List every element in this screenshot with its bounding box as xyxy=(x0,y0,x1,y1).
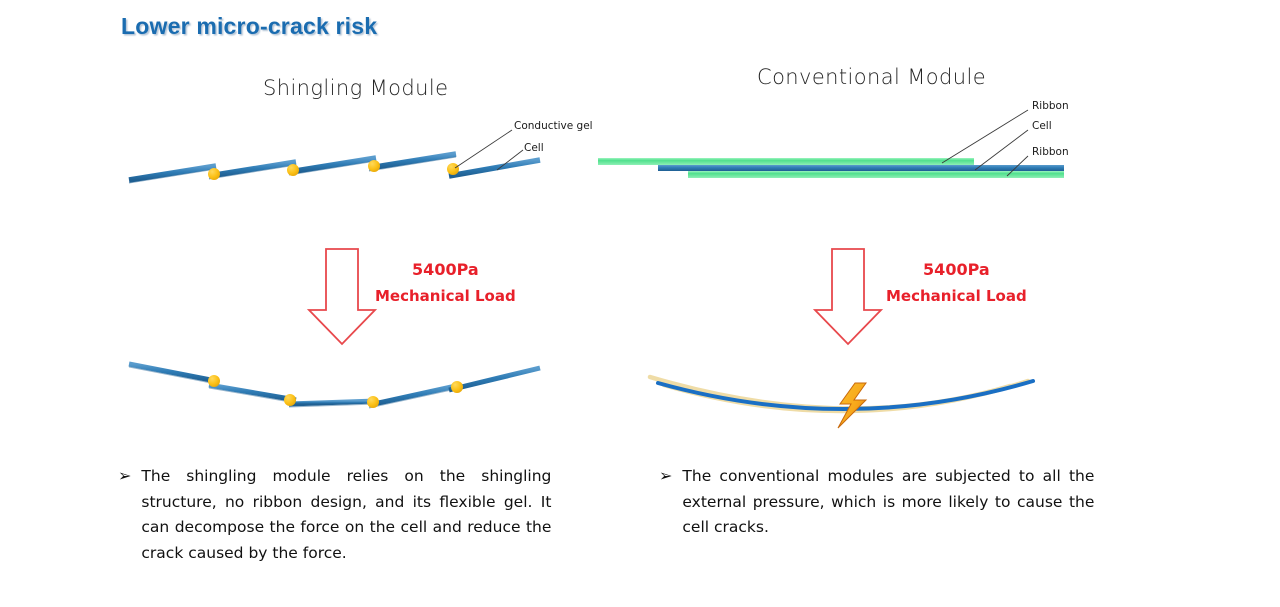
load-caption-right: Mechanical Load xyxy=(886,287,1027,305)
bullet-shingling: ➢ The shingling module relies on the shi… xyxy=(118,464,570,566)
load-value-left: 5400Pa xyxy=(412,260,479,279)
lightning-crack-icon xyxy=(837,382,868,429)
load-caption-left: Mechanical Load xyxy=(375,287,516,305)
heading-conventional-module: Conventional Module xyxy=(757,65,987,89)
conventional-module-top-diagram xyxy=(598,109,1064,178)
load-label-right: 5400Pa Mechanical Load xyxy=(886,260,1027,305)
load-arrow-right xyxy=(812,248,884,346)
shingling-module-top-diagram xyxy=(128,129,541,184)
bullet-conventional: ➢ The conventional modules are subjected… xyxy=(659,464,1111,541)
ribbon-bottom-bar xyxy=(688,171,1064,178)
callout-label-cell-left: Cell xyxy=(524,142,544,154)
shingling-module-deformed-diagram xyxy=(128,361,541,409)
page-title: Lower micro-crack risk xyxy=(121,13,378,39)
bullet-shingling-text: The shingling module relies on the shing… xyxy=(141,467,552,562)
bullet-conventional-text: The conventional modules are subjected t… xyxy=(682,467,1095,536)
load-label-left: 5400Pa Mechanical Load xyxy=(375,260,516,305)
ribbon-top-bar xyxy=(598,158,974,165)
conventional-module-deformed-diagram xyxy=(647,374,1035,429)
callout-label-cell-right: Cell xyxy=(1032,120,1052,132)
callout-label-ribbon-bottom: Ribbon xyxy=(1032,146,1069,158)
load-arrow-left xyxy=(306,248,378,346)
conductive-gel-dots xyxy=(208,160,459,180)
callout-label-ribbon-top: Ribbon xyxy=(1032,100,1069,112)
heading-shingling-module: Shingling Module xyxy=(263,76,449,100)
arrow-bullet-icon: ➢ xyxy=(118,468,132,485)
callout-label-conductive-gel: Conductive gel xyxy=(514,120,593,132)
arrow-bullet-icon: ➢ xyxy=(659,468,673,485)
conductive-gel-dots-deformed xyxy=(208,375,463,408)
callout-leader-lines-right xyxy=(941,109,1029,177)
load-value-right: 5400Pa xyxy=(923,260,990,279)
callout-leader-lines-left xyxy=(454,129,524,171)
cell-bar xyxy=(658,165,1064,171)
